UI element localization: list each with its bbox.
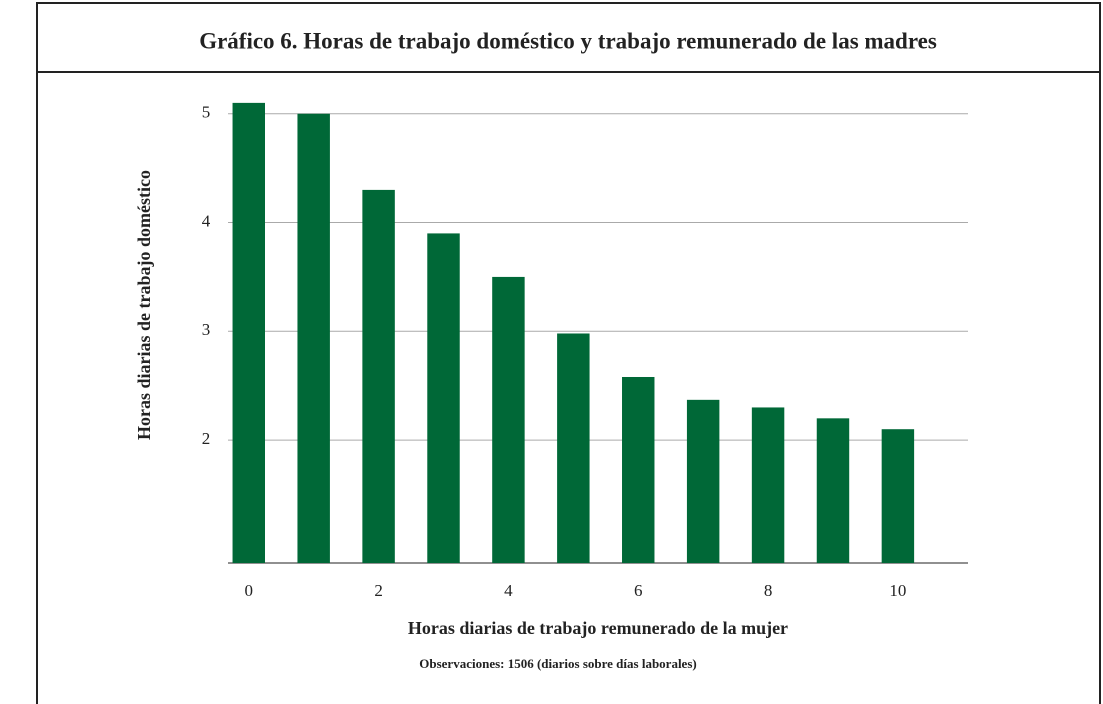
x-tick-label: 6 — [634, 581, 643, 600]
bar — [557, 333, 590, 563]
bar — [232, 102, 265, 564]
x-tick-label: 2 — [374, 581, 383, 600]
chart-title: Gráfico 6. Horas de trabajo doméstico y … — [199, 28, 937, 53]
y-tick-label: 2 — [202, 429, 211, 448]
y-tick-label: 5 — [202, 103, 211, 122]
x-tick-label: 0 — [245, 581, 254, 600]
bar — [881, 429, 915, 563]
bar — [816, 418, 850, 563]
y-tick-label: 4 — [202, 211, 211, 230]
y-tick-label: 3 — [202, 320, 211, 339]
y-axis-label: Horas diarias de trabajo doméstico — [134, 170, 154, 440]
bar — [622, 376, 655, 563]
x-tick-label: 4 — [504, 581, 513, 600]
x-axis-label: Horas diarias de trabajo remunerado de l… — [408, 618, 788, 638]
frame — [36, 2, 1101, 704]
x-tick-label: 10 — [889, 581, 906, 600]
note: Observaciones: 1506 (diarios sobre días … — [419, 656, 696, 671]
bar — [427, 233, 460, 563]
bar — [686, 399, 720, 563]
bar — [751, 407, 785, 563]
bar — [362, 189, 395, 563]
x-tick-label: 8 — [764, 581, 773, 600]
bar — [492, 276, 525, 563]
bar — [297, 113, 330, 564]
